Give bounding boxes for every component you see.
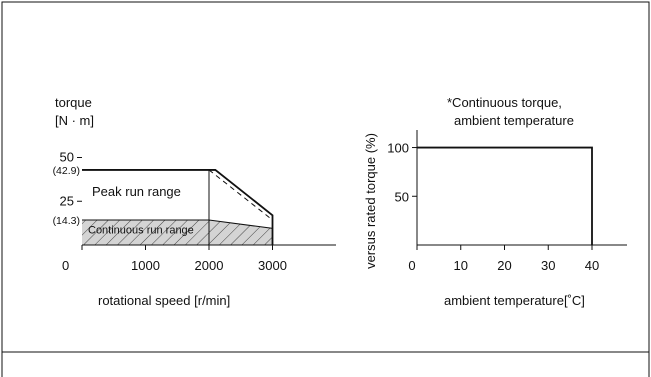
temp-ylabel: versus rated torque (%) (363, 133, 378, 269)
torque-y-tick-label: 25 (60, 193, 74, 208)
torque-x-tick-label: 3000 (258, 258, 287, 273)
continuous-run-area (82, 219, 273, 245)
continuous-run-range-label: Continuous run range (88, 225, 194, 237)
temp-x-tick-label: 0 (408, 258, 415, 273)
torque-x-tick-label: 0 (62, 258, 69, 273)
peak-run-range-label: Peak run range (92, 184, 181, 199)
torque-x-tick-label: 2000 (195, 258, 224, 273)
torque-y-tick-label: 50 (60, 150, 74, 165)
temp-x-tick-label: 10 (454, 258, 468, 273)
continuous-torque-line (417, 146, 593, 245)
temp-x-tick-label: 20 (497, 258, 511, 273)
torque-temperature-chart: *Continuous torque, ambient temperature … (363, 95, 627, 308)
torque-value-annotation: (14.3) (53, 215, 80, 227)
torque-value-annotation: (42.9) (53, 165, 80, 177)
torque-x-tick-label: 1000 (131, 258, 160, 273)
torque-ylabel-line1: torque (55, 95, 92, 110)
peak-run-boundary (82, 169, 274, 245)
temp-xlabel: ambient temperature[˚C] (444, 293, 585, 308)
torque-ylabel-line2: [N · m] (55, 113, 94, 128)
torque-speed-chart: torque [N · m] rotational speed [r/min] … (53, 95, 336, 308)
derating-dashed-line (208, 169, 273, 221)
temp-y-tick-label: 100 (387, 141, 409, 156)
temp-y-tick-label: 50 (395, 189, 409, 204)
torque-xlabel: rotational speed [r/min] (98, 293, 230, 308)
temp-x-tick-label: 30 (541, 258, 555, 273)
temp-title-line1: *Continuous torque, (447, 95, 562, 110)
temp-x-tick-label: 40 (585, 258, 599, 273)
temp-title-line2: ambient temperature (454, 113, 574, 128)
